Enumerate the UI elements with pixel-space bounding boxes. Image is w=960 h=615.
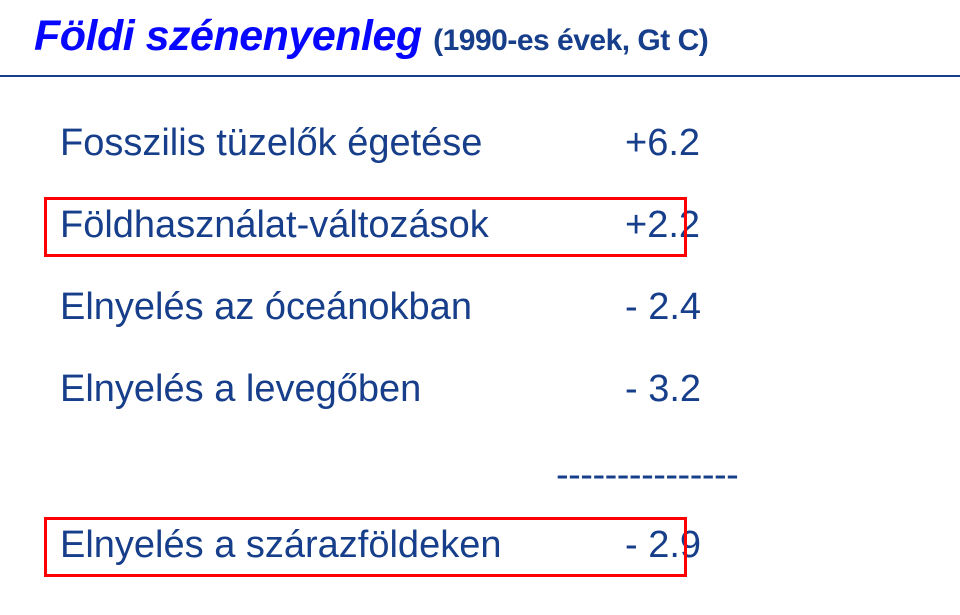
highlight-box-result: [44, 517, 687, 577]
row-fossil: Fosszilis tüzelők égetése +6.2: [60, 122, 900, 165]
row-air: Elnyelés a levegőben - 3.2: [60, 368, 900, 411]
row-value: - 3.2: [625, 368, 701, 411]
title-underline: [0, 75, 960, 77]
row-ocean: Elnyelés az óceánokban - 2.4: [60, 286, 900, 329]
row-label: Elnyelés a levegőben: [60, 368, 421, 411]
row-label: Fosszilis tüzelők égetése: [60, 122, 482, 165]
slide: Földi szénenyenleg (1990-es évek, Gt C) …: [0, 0, 960, 615]
separator-dashes: ---------------: [556, 454, 738, 497]
slide-title: Földi szénenyenleg (1990-es évek, Gt C): [34, 12, 708, 61]
row-value: - 2.4: [625, 286, 701, 329]
highlight-box-landuse: [44, 197, 687, 257]
row-value: +6.2: [625, 122, 700, 165]
title-sub: (1990-es évek, Gt C): [433, 24, 708, 57]
row-label: Elnyelés az óceánokban: [60, 286, 472, 329]
title-main: Földi szénenyenleg: [34, 12, 422, 60]
